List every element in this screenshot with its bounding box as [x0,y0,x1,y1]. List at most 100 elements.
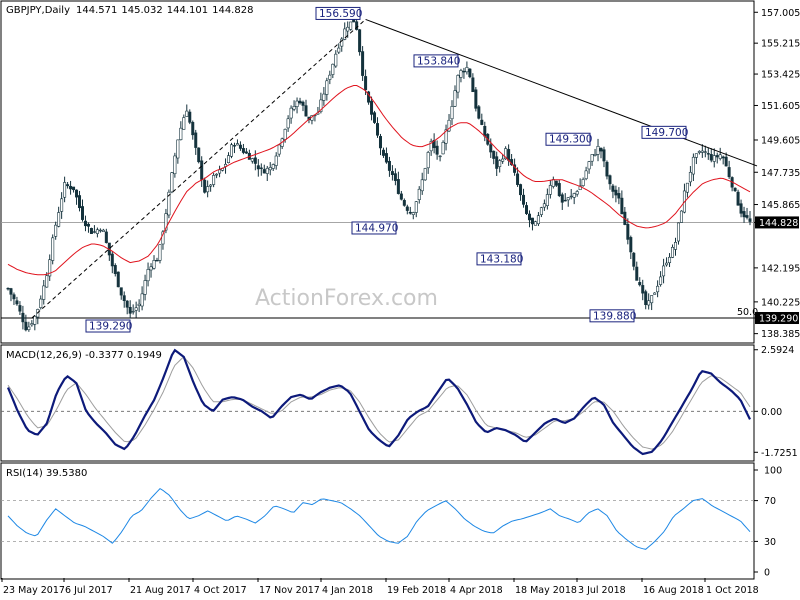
candle-body [176,139,180,159]
candle-body [626,223,630,240]
candle-body [21,312,25,323]
candle-body [232,145,236,147]
candle-body [539,207,543,215]
candle-body [745,215,749,218]
callout-box [476,252,522,266]
price-tick-label: 151.605 [761,101,800,112]
candle-body [671,246,675,258]
candle-body [408,211,412,214]
candle-body [733,187,737,192]
price-callouts: 156.590 153.840 144.970 149.300 149.700 143.1… [85,6,688,333]
candle-body [572,193,576,198]
candle-body [6,287,10,290]
candle-body [72,186,76,191]
candle-body [57,212,61,227]
candle-body [27,326,31,330]
candle-body [328,74,332,80]
candle-body [525,205,529,214]
close-value: 144.828 [212,5,253,16]
rsi-panel-label: RSI(14) 39.5380 [6,468,87,479]
price-tick-label: 139.290 [759,314,798,325]
candle-body [617,193,621,199]
candle-body [149,266,153,271]
rsi-panel-frame [0,462,755,580]
price-tick-label: 155.215 [761,39,800,50]
high-value: 145.032 [121,5,162,16]
candle-body [66,184,70,187]
candle-body [322,93,326,101]
candle-body [504,148,508,160]
time-axis: 23 May 2017 6 Jul 2017 21 Aug 2017 4 Oct 20… [1,578,759,596]
candle-body [596,146,600,155]
candle-body [694,153,698,158]
candle-body [495,156,499,169]
candle-body [471,77,475,93]
candle-body [250,158,254,162]
candle-body [95,229,99,234]
candle-body [459,70,463,78]
candle-body [742,211,746,218]
candle-body [581,179,585,187]
candle-body [78,195,82,209]
candle-body [432,140,436,149]
candle-body [727,167,731,178]
price-panel-frame [0,0,755,344]
candle-body [569,195,573,198]
candle-body [18,305,22,312]
candle-body [69,185,73,190]
candle-body [319,99,323,112]
candle-body [113,265,117,274]
candle-body [706,153,710,155]
candle-body [396,179,400,194]
candle-body [498,160,502,167]
low-value: 144.101 [167,5,208,16]
candle-body [590,154,594,162]
candle-body [361,51,365,76]
candle-body [438,155,442,158]
candle-body [566,197,570,201]
candle-body [492,150,496,159]
candle-body [724,156,728,167]
candle-body [301,101,305,106]
macd-axis: 2.5924 0.00 -1.7251 [754,345,798,459]
candle-body [435,145,439,155]
time-tick-label: 1 Oct 2018 [706,585,759,596]
candle-body [352,19,356,23]
candle-body [110,253,114,267]
candle-body [373,112,377,123]
candle-body [283,128,287,140]
candle-body [158,244,162,261]
candle-body [256,165,260,170]
candle-body [548,185,552,195]
callout-box [641,125,687,139]
candle-body [384,153,388,163]
candle-body [161,231,165,245]
candle-body [39,298,43,308]
candle-body [206,186,210,193]
candle-body [674,242,678,250]
candle-body [718,154,722,159]
candle-body [507,149,511,161]
candle-body [212,175,216,185]
candle-body [483,125,487,137]
candle-body [298,100,302,104]
callout-box [351,221,397,235]
candle-body [575,191,579,195]
callout-box [545,132,591,146]
rsi-tick-label: 30 [764,537,776,548]
candle-body [185,110,189,117]
candle-body [209,184,213,187]
candle-body [92,231,96,233]
rsi-tick-label: 0 [764,568,770,579]
candle-body [519,184,523,196]
candle-body [340,38,344,47]
time-tick-label: 4 Apr 2018 [450,585,503,596]
candle-body [191,122,195,136]
candle-body [200,160,204,180]
candle-body [593,154,597,156]
candle-body [420,179,424,192]
price-tick-label: 145.865 [761,200,800,211]
candle-body [51,237,55,261]
time-tick-label: 6 Jul 2017 [65,585,113,596]
